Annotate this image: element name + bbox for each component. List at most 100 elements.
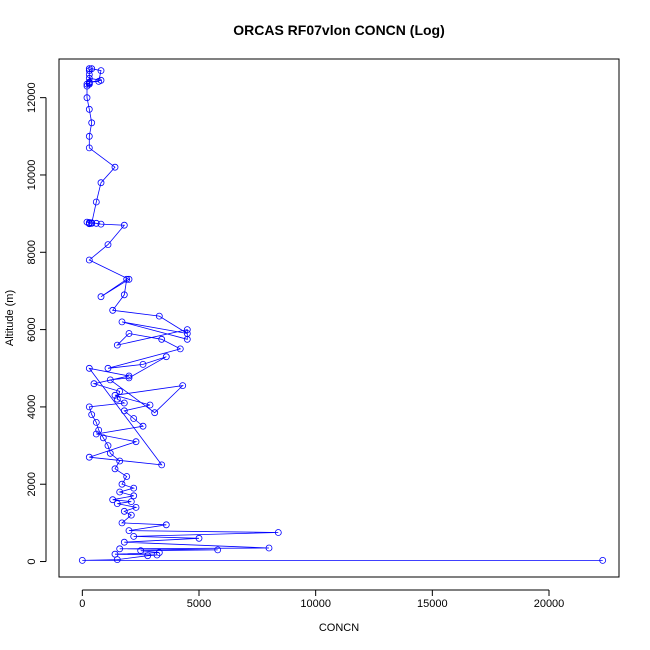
data-point <box>113 500 121 508</box>
data-point <box>146 401 154 409</box>
data-point <box>120 221 128 229</box>
data-point <box>155 549 163 556</box>
data-point <box>116 488 124 496</box>
y-tick-label: 2000 <box>26 472 38 496</box>
data-point <box>158 461 166 469</box>
data-point <box>214 546 222 554</box>
data-point <box>139 360 147 368</box>
data-point <box>130 484 138 492</box>
data-point <box>85 453 93 461</box>
data-point <box>111 465 119 473</box>
data-point <box>144 552 152 560</box>
data-point <box>120 507 128 515</box>
series-points <box>78 65 607 564</box>
data-point <box>95 78 103 85</box>
data-point <box>111 163 119 171</box>
data-point <box>113 341 121 349</box>
data-point <box>158 335 166 343</box>
data-point <box>153 551 161 559</box>
data-point <box>125 330 133 337</box>
x-tick-label: 5000 <box>187 598 211 610</box>
data-point <box>85 67 93 74</box>
data-point <box>120 291 128 299</box>
x-axis: 0 5000 10000 15000 20000 <box>79 589 565 610</box>
data-point <box>92 219 100 227</box>
x-tick-label: 0 <box>79 598 85 610</box>
data-point <box>85 144 93 152</box>
y-tick-label: 10000 <box>26 160 38 191</box>
data-point <box>111 391 119 399</box>
data-point <box>274 529 282 536</box>
data-point <box>97 293 105 301</box>
data-point <box>99 434 107 442</box>
data-point <box>106 449 114 457</box>
data-point <box>127 498 135 506</box>
data-point <box>265 544 273 552</box>
data-point <box>95 426 103 434</box>
data-point <box>125 275 133 283</box>
data-point <box>90 380 98 388</box>
series-polyline <box>82 68 603 561</box>
data-point <box>83 218 91 226</box>
data-point <box>85 80 93 88</box>
data-point <box>125 374 133 382</box>
data-point <box>85 65 93 73</box>
data-point <box>104 364 112 372</box>
data-point <box>179 382 187 390</box>
y-tick-label: 8000 <box>26 240 38 264</box>
data-point <box>162 521 170 529</box>
data-point <box>85 105 93 113</box>
data-point <box>130 533 138 540</box>
data-point <box>130 415 138 422</box>
data-point <box>88 119 96 127</box>
data-point <box>92 430 100 438</box>
data-point <box>97 220 105 228</box>
data-point <box>97 67 105 74</box>
data-point <box>113 395 121 403</box>
x-tick-label: 20000 <box>534 598 565 610</box>
y-tick-label: 4000 <box>26 395 38 419</box>
data-point <box>88 219 96 227</box>
data-point <box>155 312 163 320</box>
data-point <box>92 418 100 426</box>
data-point <box>106 376 114 384</box>
data-point <box>127 511 135 519</box>
chart-title: ORCAS RF07vlon CONCN (Log) <box>233 22 445 38</box>
data-point <box>195 534 203 542</box>
data-point <box>104 442 112 450</box>
plot-frame <box>58 58 620 578</box>
data-point <box>118 480 126 488</box>
data-point <box>116 457 124 465</box>
data-point <box>116 545 124 553</box>
series-line <box>82 68 603 561</box>
data-point <box>78 557 86 564</box>
x-tick-label: 10000 <box>300 598 331 610</box>
data-point <box>183 326 191 334</box>
data-point <box>88 411 96 419</box>
data-point <box>151 409 159 417</box>
data-point <box>85 364 93 372</box>
data-point <box>137 547 145 555</box>
data-point <box>183 330 191 337</box>
data-point <box>118 519 126 527</box>
data-point <box>116 387 124 395</box>
data-point <box>120 538 128 546</box>
data-point <box>109 496 117 504</box>
data-point <box>125 372 133 380</box>
y-axis: 0 2000 4000 6000 8000 10000 12000 <box>26 82 47 565</box>
y-tick-label: 6000 <box>26 317 38 341</box>
data-point <box>85 403 93 411</box>
data-point <box>97 179 105 187</box>
data-point <box>85 132 93 140</box>
data-point <box>104 241 112 249</box>
data-point <box>85 256 93 264</box>
data-point <box>92 198 100 206</box>
data-point <box>111 550 119 558</box>
data-point <box>162 353 170 361</box>
y-tick-label: 0 <box>26 558 38 564</box>
y-axis-label: Altitude (m) <box>4 290 16 346</box>
data-point <box>123 275 131 283</box>
data-point <box>125 527 133 534</box>
y-tick-label: 12000 <box>26 82 38 113</box>
data-point <box>123 473 131 480</box>
